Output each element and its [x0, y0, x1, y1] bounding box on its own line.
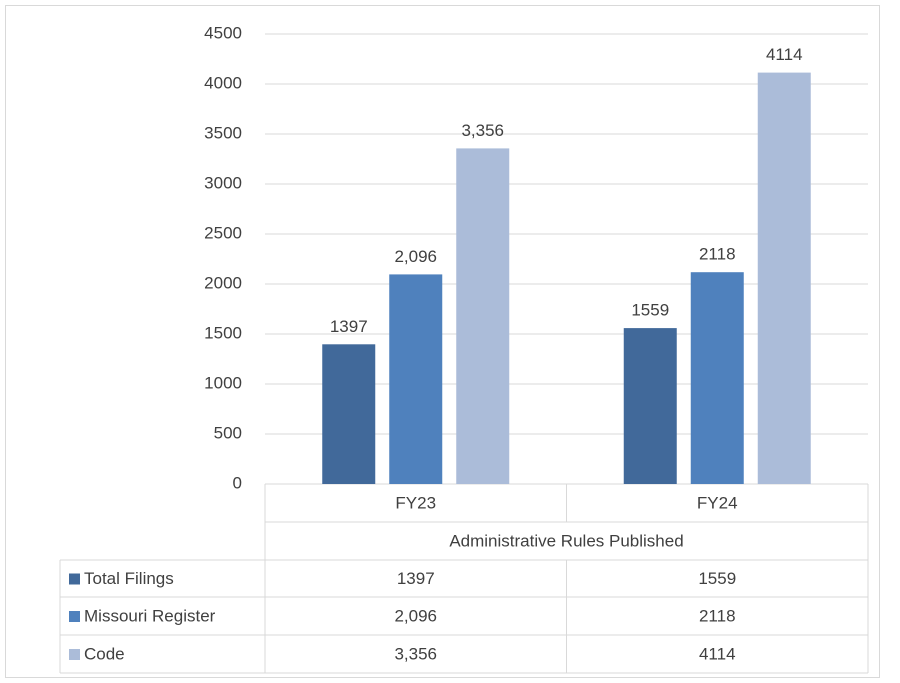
legend-label: Missouri Register — [84, 606, 216, 625]
data-label: 4114 — [766, 45, 803, 64]
table-cell: 2,096 — [394, 606, 437, 625]
x-tick-label: FY23 — [395, 493, 436, 512]
bar — [322, 344, 376, 484]
y-tick-label: 1500 — [204, 323, 242, 342]
bar — [757, 72, 811, 484]
x-tick-label: FY24 — [697, 493, 738, 512]
table-cell: 1559 — [698, 569, 736, 588]
y-tick-label: 0 — [233, 473, 242, 492]
table-cell: 1397 — [397, 569, 435, 588]
y-tick-label: 4500 — [204, 23, 242, 42]
bar — [623, 328, 677, 484]
y-tick-label: 3500 — [204, 123, 242, 142]
legend-label: Code — [84, 644, 125, 663]
data-label: 2118 — [699, 245, 736, 264]
bar — [456, 148, 510, 484]
data-label: 1397 — [330, 317, 368, 336]
y-tick-label: 500 — [214, 423, 242, 442]
y-tick-label: 3000 — [204, 173, 242, 192]
table-cell: 4114 — [699, 644, 736, 663]
data-label: 1559 — [631, 301, 669, 320]
legend-key — [69, 649, 80, 660]
table-cell: 2118 — [699, 606, 736, 625]
y-tick-label: 1000 — [204, 373, 242, 392]
table-cell: 3,356 — [394, 644, 437, 663]
y-tick-label: 4000 — [204, 73, 242, 92]
bar — [389, 274, 443, 484]
bar — [690, 272, 744, 484]
legend-key — [69, 573, 80, 585]
y-tick-label: 2500 — [204, 223, 242, 242]
x-axis-title: Administrative Rules Published — [449, 531, 683, 550]
data-label: 3,356 — [461, 121, 504, 140]
y-tick-label: 2000 — [204, 273, 242, 292]
legend-key — [69, 611, 80, 622]
data-label: 2,096 — [394, 247, 437, 266]
legend-label: Total Filings — [84, 569, 174, 588]
